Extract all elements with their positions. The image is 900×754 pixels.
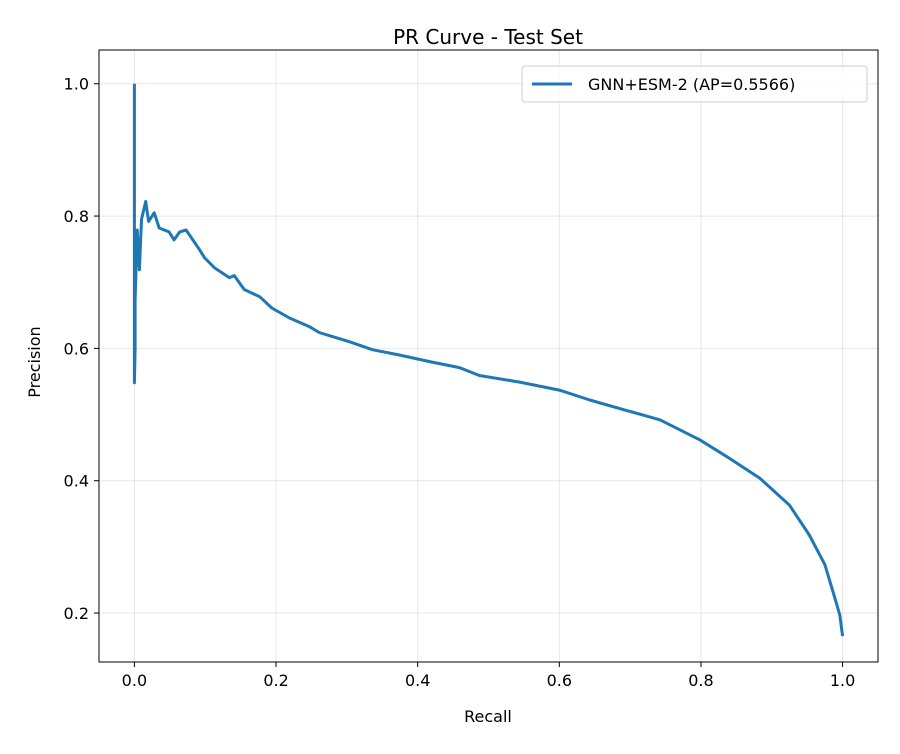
x-tick-label: 0.0 (122, 671, 147, 690)
y-tick-label: 0.2 (64, 604, 89, 623)
chart-title: PR Curve - Test Set (393, 25, 583, 49)
x-tick-label: 0.6 (547, 671, 572, 690)
y-tick-label: 0.6 (64, 339, 89, 358)
y-axis-label: Precision (25, 326, 44, 397)
legend-label: GNN+ESM-2 (AP=0.5566) (588, 75, 795, 94)
plot-frame (98, 49, 879, 663)
y-tick-label: 0.4 (64, 472, 89, 491)
pr-curve-line (132, 83, 845, 637)
x-axis-label: Recall (464, 707, 512, 726)
y-tick-label: 1.0 (64, 75, 89, 94)
y-tick-label: 0.8 (64, 207, 89, 226)
x-tick-label: 0.8 (688, 671, 713, 690)
x-tick-label: 1.0 (830, 671, 855, 690)
legend: GNN+ESM-2 (AP=0.5566) (521, 65, 868, 103)
x-tick-label: 0.2 (263, 671, 288, 690)
x-tick-label: 0.4 (405, 671, 430, 690)
legend-box (521, 65, 868, 103)
